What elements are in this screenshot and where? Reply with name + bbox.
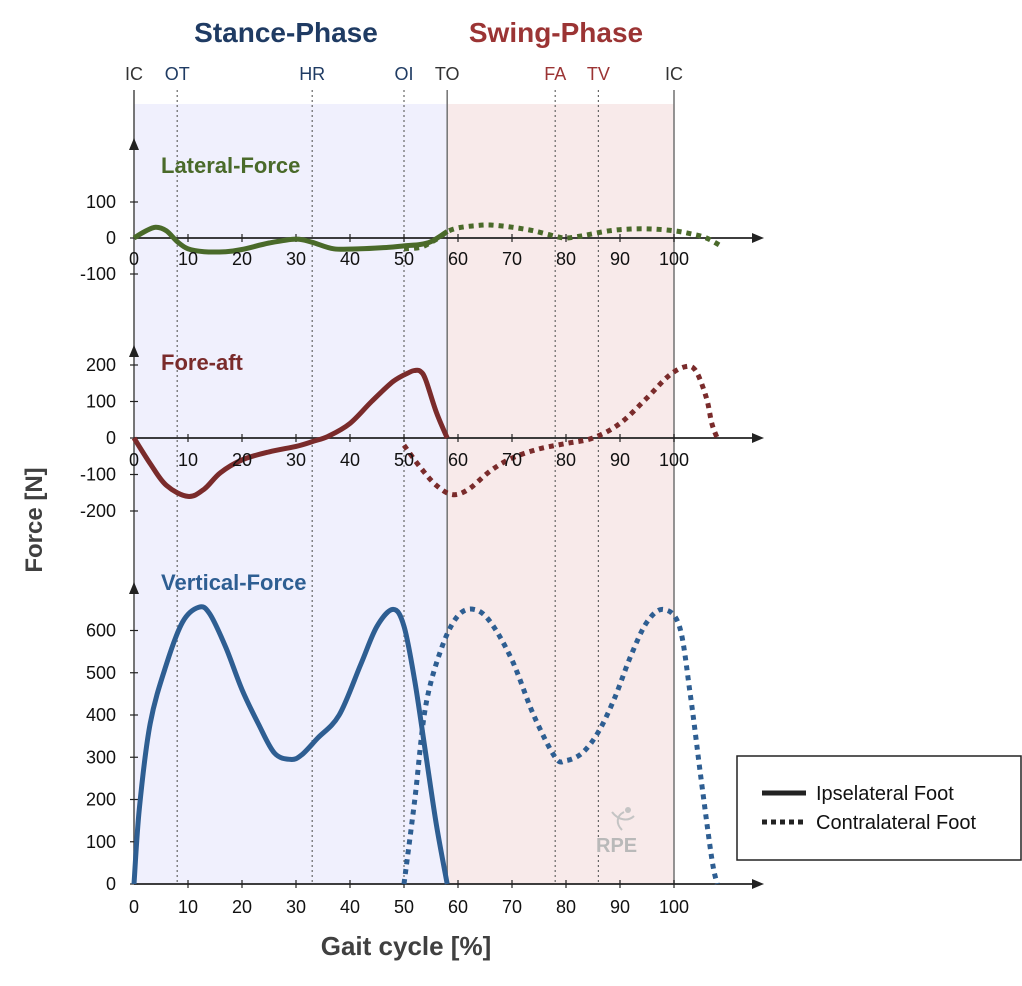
x-tick-label: 30	[286, 897, 306, 917]
y-arrow-1	[129, 345, 139, 357]
watermark-text: RPE	[596, 835, 637, 857]
watermark-head-icon	[625, 807, 631, 813]
x-tick-label: 100	[659, 450, 689, 470]
event-label-5: FA	[544, 64, 566, 84]
x-tick-label: 0	[129, 897, 139, 917]
series-2-ipselateral	[131, 604, 450, 885]
y-tick-label: 100	[86, 192, 116, 212]
x-tick-label: 100	[659, 249, 689, 269]
x-tick-label: 40	[340, 450, 360, 470]
panel-title-1: Fore-aft	[161, 350, 244, 375]
watermark-figure-icon	[611, 811, 635, 831]
axes	[129, 90, 764, 889]
panel-title-0: Lateral-Force	[161, 153, 300, 178]
x-tick-label: 60	[448, 249, 468, 269]
x-tick-label: 70	[502, 249, 522, 269]
legend-item-ipselateral: Ipselateral Foot	[816, 783, 954, 805]
y-tick-label: 400	[86, 705, 116, 725]
y-tick-label: 100	[86, 392, 116, 412]
x-tick-label: 80	[556, 249, 576, 269]
x-arrow-0	[752, 233, 764, 243]
series-0-ipselateral	[132, 224, 449, 255]
x-tick-label: 20	[232, 897, 252, 917]
x-tick-label: 100	[659, 897, 689, 917]
y-tick-label: 0	[106, 874, 116, 894]
x-tick-label: 40	[340, 249, 360, 269]
x-tick-label: 90	[610, 249, 630, 269]
x-tick-label: 90	[610, 450, 630, 470]
panel-title-2: Vertical-Force	[161, 570, 307, 595]
x-tick-label: 30	[286, 450, 306, 470]
x-tick-label: 70	[502, 450, 522, 470]
y-arrow-2	[129, 582, 139, 594]
y-tick-label: 200	[86, 790, 116, 810]
x-tick-label: 50	[394, 450, 414, 470]
x-tick-label: 30	[286, 249, 306, 269]
x-axis-label: Gait cycle [%]	[321, 931, 492, 961]
phase-label-0: Stance-Phase	[194, 17, 378, 48]
phase-label-1: Swing-Phase	[469, 17, 643, 48]
y-tick-label: 500	[86, 663, 116, 683]
y-tick-label: 200	[86, 355, 116, 375]
x-tick-label: 20	[232, 249, 252, 269]
legend-box	[736, 755, 1022, 861]
legend-item-contralateral: Contralateral Foot	[816, 812, 977, 834]
x-tick-label: 0	[129, 249, 139, 269]
x-arrow-1	[752, 433, 764, 443]
x-tick-label: 20	[232, 450, 252, 470]
phase-backgrounds	[134, 104, 674, 884]
y-tick-label: 600	[86, 621, 116, 641]
y-tick-label: -200	[80, 501, 116, 521]
y-tick-label: 0	[106, 428, 116, 448]
y-tick-label: 300	[86, 747, 116, 767]
x-tick-label: 40	[340, 897, 360, 917]
y-tick-label: 0	[106, 228, 116, 248]
x-tick-label: 80	[556, 450, 576, 470]
series-1-ipselateral	[131, 367, 450, 499]
x-tick-label: 10	[178, 249, 198, 269]
event-label-0: IC	[125, 64, 143, 84]
x-tick-label: 50	[394, 897, 414, 917]
series-1-contralateral	[401, 363, 720, 498]
x-tick-label: 70	[502, 897, 522, 917]
event-label-3: OI	[394, 64, 413, 84]
x-tick-label: 90	[610, 897, 630, 917]
x-tick-label: 80	[556, 897, 576, 917]
y-arrow-0	[129, 138, 139, 150]
event-label-7: IC	[665, 64, 683, 84]
event-label-4: TO	[435, 64, 460, 84]
labels: Stance-Phase Swing-Phase IC OT HR OI TO FA TV IC 0…	[80, 17, 689, 917]
x-arrow-2	[752, 879, 764, 889]
rpe-watermark: RPE	[596, 807, 637, 857]
y-tick-label: -100	[80, 264, 116, 284]
y-axis-label: Force [N]	[21, 467, 48, 572]
legend: Ipselateral Foot Contralateral Foot	[736, 755, 1022, 861]
event-lines	[176, 90, 675, 884]
x-tick-label: 60	[448, 897, 468, 917]
event-label-1: OT	[165, 64, 190, 84]
y-tick-label: -100	[80, 465, 116, 485]
series-0-contralateral	[403, 222, 724, 252]
x-tick-label: 10	[178, 897, 198, 917]
x-tick-label: 0	[129, 450, 139, 470]
y-tick-label: 100	[86, 832, 116, 852]
x-tick-label: 60	[448, 450, 468, 470]
x-tick-label: 10	[178, 450, 198, 470]
series	[131, 222, 724, 885]
event-label-2: HR	[299, 64, 325, 84]
phase-bg-1	[447, 104, 674, 884]
event-label-6: TV	[587, 64, 610, 84]
x-tick-label: 50	[394, 249, 414, 269]
